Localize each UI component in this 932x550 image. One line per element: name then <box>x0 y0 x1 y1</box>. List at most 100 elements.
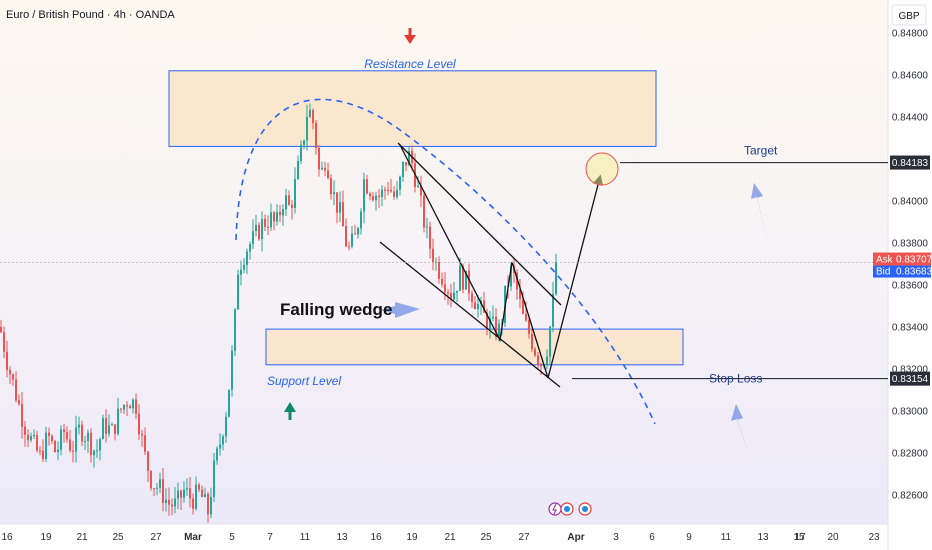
candle-body <box>165 499 167 503</box>
candle-body <box>90 432 92 456</box>
candle-body <box>78 424 80 428</box>
stoploss-up-arrow-icon <box>731 404 750 458</box>
bid-price-tag <box>873 265 931 278</box>
candle-body <box>369 193 371 197</box>
candle-body <box>354 233 356 235</box>
candle-body <box>48 432 50 436</box>
time-axis-background <box>0 524 888 550</box>
candle-body <box>57 449 59 453</box>
ask-price-value: 0.83707 <box>896 255 932 266</box>
candle-body <box>15 379 17 401</box>
candle-body <box>342 202 344 227</box>
x-tick-label: 11 <box>721 532 732 543</box>
x-tick-label: 16 <box>1 532 13 543</box>
candle-body <box>45 432 47 460</box>
lightning-icon <box>552 503 557 515</box>
candle-body <box>231 350 233 390</box>
candle-body <box>393 191 395 197</box>
dividend-event-icon[interactable] <box>548 502 562 516</box>
currency-label[interactable]: GBP <box>898 11 919 22</box>
target-price-tag <box>890 155 930 170</box>
candle-body <box>189 488 191 499</box>
resistance-zone <box>168 70 657 147</box>
x-tick-label: 5 <box>229 532 235 543</box>
symbol-title[interactable]: Euro / British Pound · 4h · OANDA <box>6 9 175 21</box>
candle-body <box>303 140 305 145</box>
currency-badge[interactable] <box>891 4 927 26</box>
stoploss-price-value: 0.83154 <box>892 374 929 385</box>
candle-body <box>264 218 266 227</box>
candle-body <box>546 356 548 366</box>
candle-body <box>447 292 449 294</box>
candle-body <box>474 302 476 310</box>
candle-body <box>126 404 128 407</box>
candle-body <box>105 418 107 434</box>
y-tick-label: 0.84600 <box>892 71 929 82</box>
candle-body <box>111 424 113 426</box>
candle-body <box>444 284 446 293</box>
event-icons <box>548 502 592 516</box>
support-zone <box>265 328 684 366</box>
candle-body <box>39 450 41 452</box>
candle-body <box>330 178 332 195</box>
target-up-arrow-icon <box>751 183 770 252</box>
candle-body <box>468 270 470 294</box>
candle-body <box>24 426 26 435</box>
candle-body <box>378 195 380 197</box>
candle-body <box>396 189 398 197</box>
candle-body <box>423 195 425 228</box>
candle-body <box>150 470 152 489</box>
candle-body <box>246 251 248 265</box>
candle-body <box>294 179 296 208</box>
candle-body <box>453 292 455 300</box>
candle-body <box>432 248 434 263</box>
falling-wedge-label: Falling wedge <box>280 300 392 319</box>
candle-body <box>489 318 491 329</box>
candle-body <box>351 233 353 247</box>
candle-body <box>522 298 524 314</box>
candle-body <box>321 167 323 170</box>
candle-body <box>525 313 527 321</box>
candle-body <box>345 226 347 247</box>
flag-dot-icon <box>564 506 570 512</box>
candle-body <box>366 179 368 194</box>
candle-body <box>228 389 230 417</box>
candle-body <box>69 439 71 451</box>
drawings-layer: Falling wedge <box>235 28 770 458</box>
candle-body <box>108 425 110 434</box>
x-tick-label: 16 <box>370 532 382 543</box>
y-tick-label: 0.84000 <box>892 197 929 208</box>
candle-body <box>51 435 53 442</box>
candles-layer <box>0 103 557 523</box>
candle-body <box>162 479 164 503</box>
candle-body <box>486 312 488 329</box>
candle-body <box>207 494 209 515</box>
candle-body <box>75 427 77 452</box>
candle-body <box>537 355 539 365</box>
candle-body <box>54 441 56 453</box>
candle-body <box>147 451 149 471</box>
x-tick-label: 19 <box>406 532 418 543</box>
candle-body <box>534 349 536 356</box>
candle-body <box>519 289 521 299</box>
candle-body <box>240 269 242 275</box>
x-tick-label: 17 <box>794 532 806 543</box>
candle-body <box>339 202 341 213</box>
candle-body <box>336 192 338 213</box>
x-tick-label: 20 <box>827 532 839 543</box>
candle-body <box>324 167 326 171</box>
candle-body <box>213 460 215 497</box>
candle-body <box>186 488 188 490</box>
x-tick-label: 21 <box>76 532 88 543</box>
candle-body <box>495 316 497 337</box>
candle-body <box>237 274 239 310</box>
ask-label: Ask <box>876 255 894 266</box>
y-tick-label: 0.84400 <box>892 113 929 124</box>
candle-body <box>93 450 95 456</box>
bid-label: Bid <box>876 267 890 278</box>
candle-body <box>552 293 554 327</box>
candle-body <box>63 429 65 433</box>
candle-body <box>120 408 122 410</box>
